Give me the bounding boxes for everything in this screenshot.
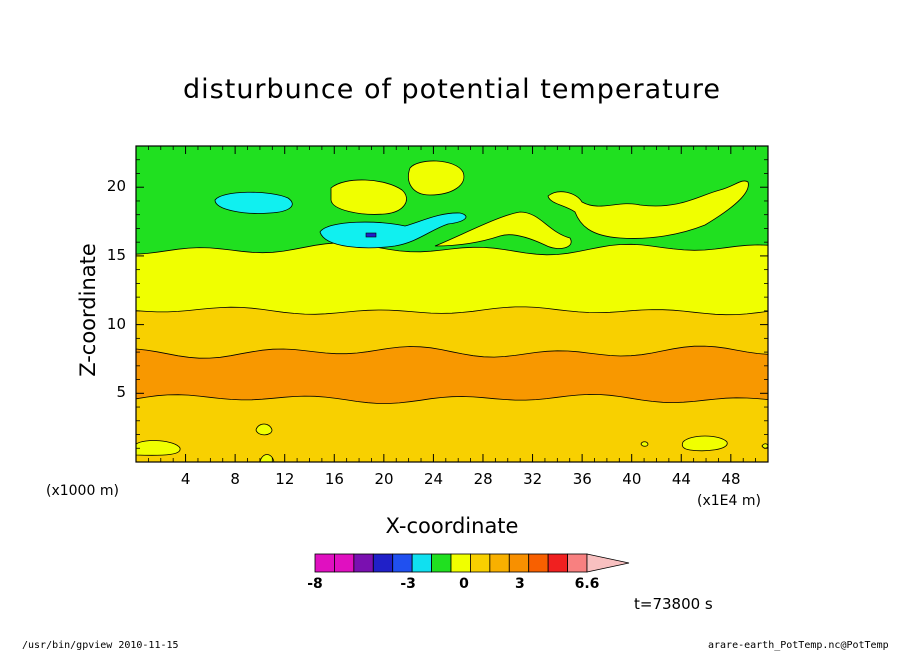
- x-tick-label: 44: [671, 470, 691, 488]
- colorbar-cell: [450, 553, 471, 573]
- colorbar-cell: [431, 553, 452, 573]
- yellow-blob: [255, 423, 273, 436]
- x-tick-label: 28: [473, 470, 493, 488]
- colorbar-label: 6.6: [574, 576, 600, 592]
- colorbar-cell: [372, 553, 394, 573]
- y-tick-label: 10: [106, 314, 126, 333]
- colorbar-cell: [353, 553, 374, 573]
- x-ticks: [147, 146, 757, 462]
- yellow-blob: [640, 441, 649, 447]
- x-tick-label: 12: [275, 470, 295, 488]
- blue-spot: [365, 232, 377, 238]
- colorbar-cell: [489, 553, 510, 573]
- colorbar-cell: [528, 553, 549, 573]
- yellow-blob: [681, 435, 728, 452]
- colorbar-label: 3: [515, 576, 525, 592]
- chart-title: disturbunce of potential temperature: [183, 74, 721, 105]
- x-tick-label: 8: [230, 470, 240, 488]
- x-scale-label: (x1E4 m): [697, 493, 761, 509]
- colorbar-cell: [314, 553, 335, 573]
- x-tick-label: 36: [572, 470, 592, 488]
- x-tick-label: 40: [622, 470, 642, 488]
- y-tick-label: 20: [106, 177, 126, 196]
- colorbar-cell: [508, 553, 530, 573]
- colorbar-arrow: [586, 553, 630, 573]
- y-tick-label: 15: [106, 245, 126, 264]
- x-unit-label: (x1000 m): [46, 483, 119, 499]
- y-ticks: [136, 159, 768, 449]
- yellow-blob: [408, 160, 465, 196]
- colorbar-cell: [470, 553, 491, 573]
- x-tick-label: 20: [374, 470, 394, 488]
- plot-frame: [135, 145, 769, 463]
- footer-right: arare-earth_PotTemp.nc@PotTemp: [708, 640, 889, 651]
- yellow-blob: [434, 211, 572, 249]
- yellow-blob: [135, 440, 181, 456]
- colorbar-cell: [567, 553, 588, 573]
- colorbar-label: 0: [459, 576, 469, 592]
- colorbar-cell: [411, 553, 432, 573]
- colorbar-cell: [547, 553, 568, 573]
- colorbar: [314, 553, 630, 573]
- yellow-blob: [547, 180, 749, 239]
- x-axis-label: X-coordinate: [385, 514, 519, 538]
- contour-band: [135, 393, 769, 463]
- x-tick-label: 4: [180, 470, 191, 488]
- x-tick-label: 16: [324, 470, 344, 488]
- colorbar-cell: [392, 553, 413, 573]
- time-label: t=73800 s: [634, 595, 713, 613]
- cyan-blob: [214, 191, 293, 214]
- x-tick-label: 24: [424, 470, 444, 488]
- yellow-blob: [330, 179, 407, 215]
- y-tick-label: 5: [116, 383, 126, 402]
- footer-left: /usr/bin/gpview 2010-11-15: [22, 640, 179, 651]
- cyan-blob: [319, 212, 467, 249]
- x-tick-label: 48: [721, 470, 741, 488]
- blob-layer: [135, 160, 769, 463]
- colorbar-cell: [334, 553, 355, 573]
- x-tick-label: 32: [523, 470, 543, 488]
- colorbar-label: -3: [400, 576, 416, 592]
- colorbar-label: -8: [307, 576, 323, 592]
- yellow-blob: [761, 443, 769, 449]
